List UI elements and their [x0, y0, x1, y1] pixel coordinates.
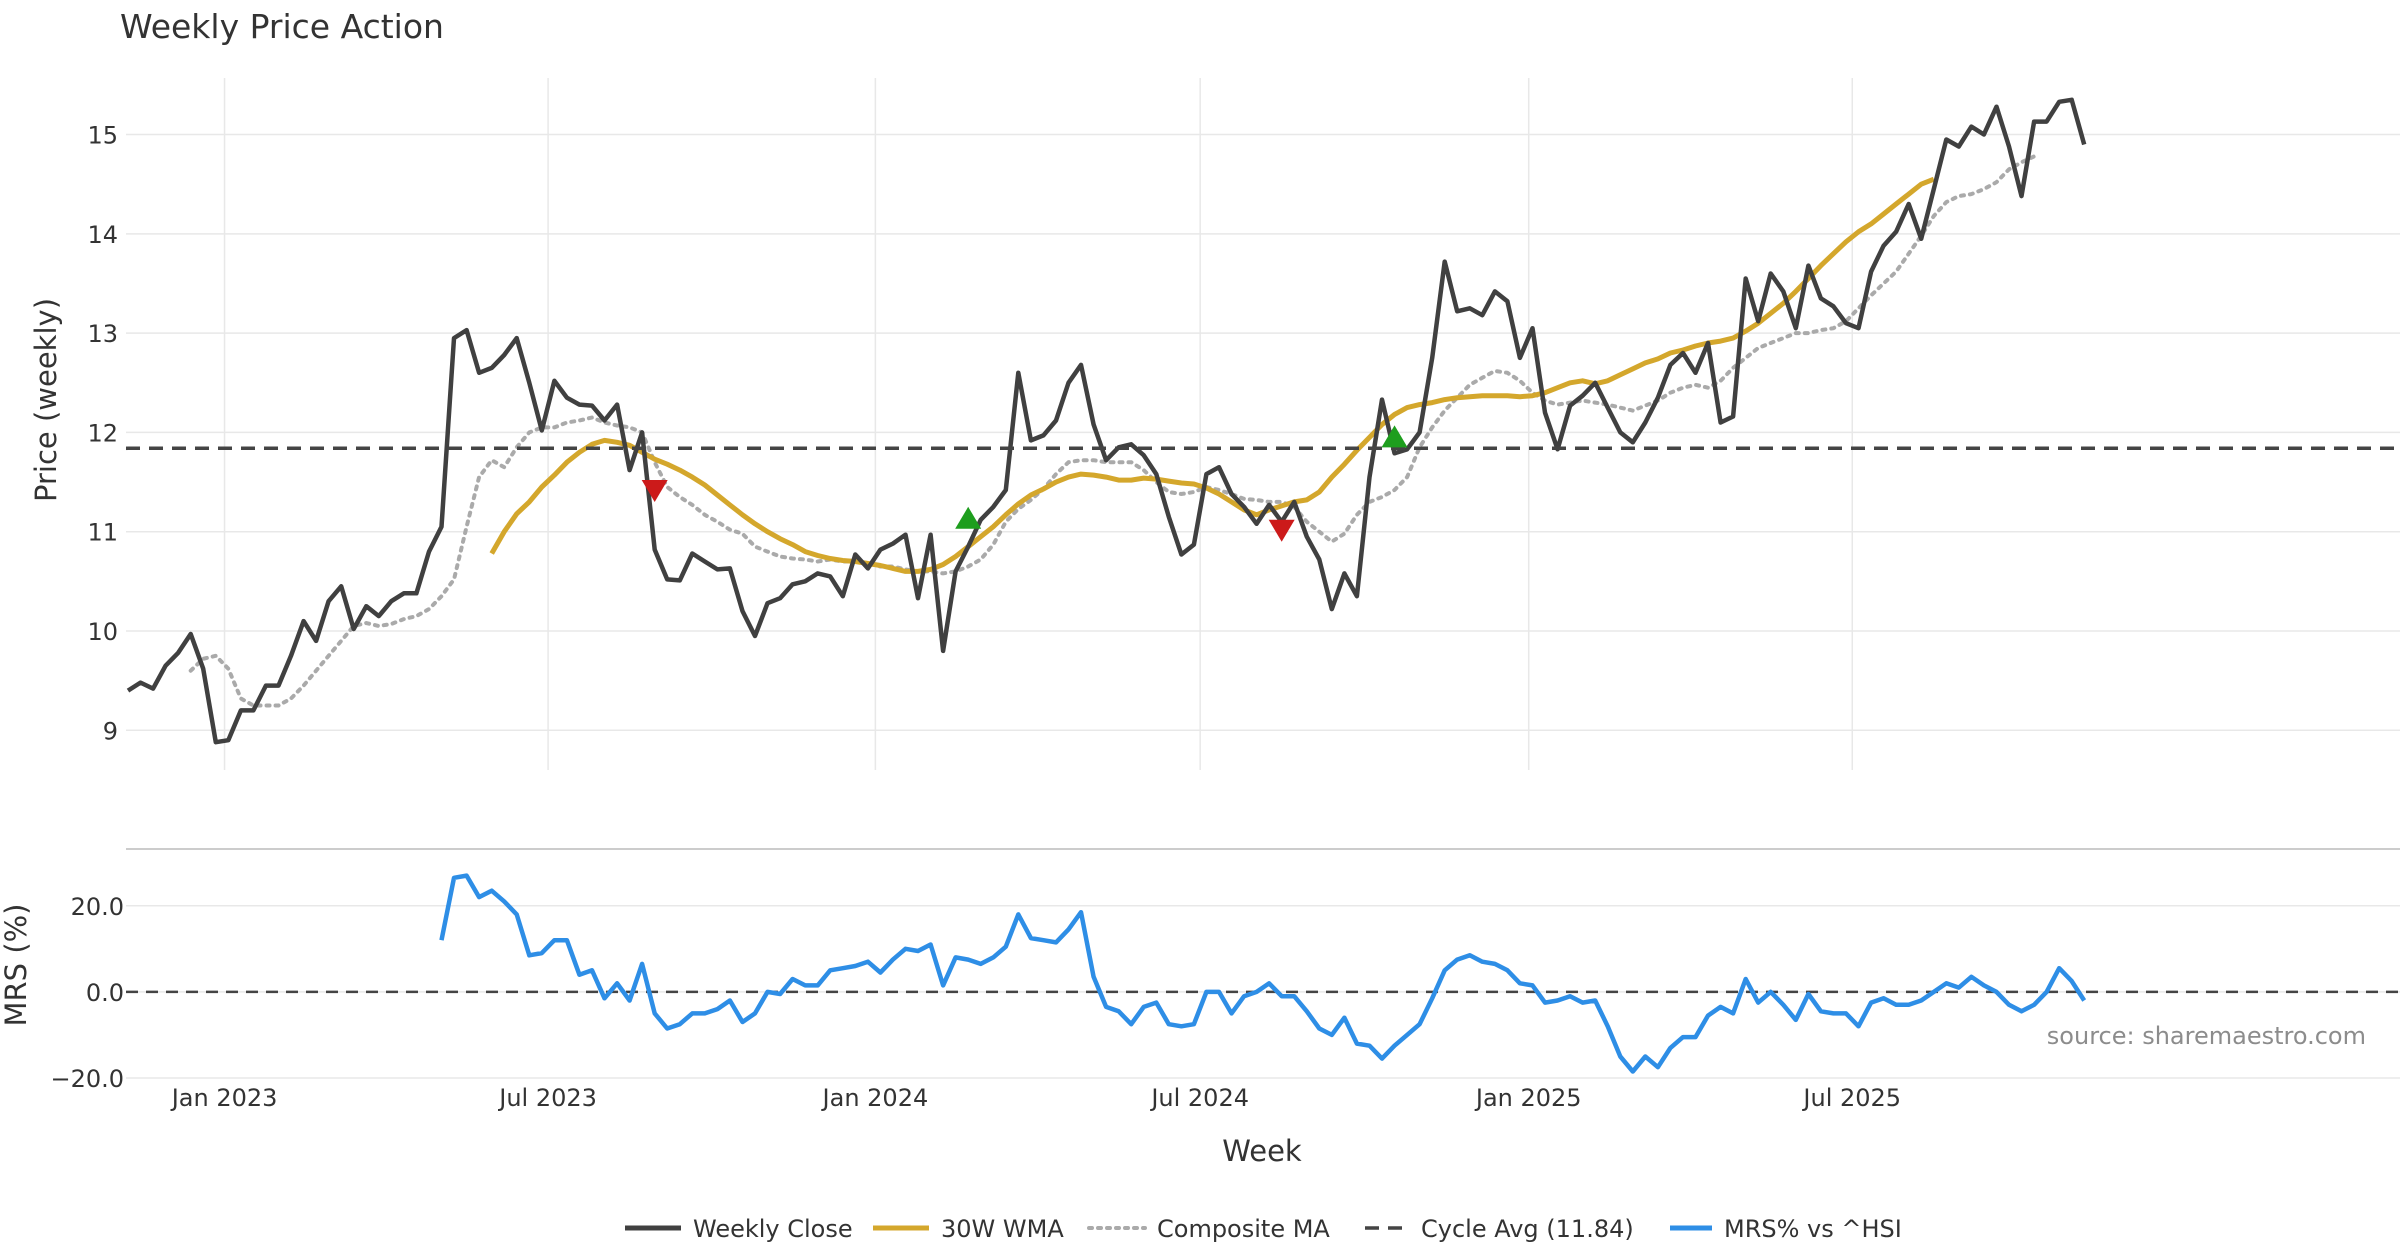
price-y-tick-label: 15 [87, 122, 118, 150]
mrs-y-tick-label: −20.0 [50, 1065, 124, 1093]
mrs-y-tick-label: 20.0 [71, 893, 124, 921]
wma-30w-line [489, 176, 1935, 574]
x-tick-label: Jan 2023 [170, 1084, 278, 1112]
sell-signal-marker [1268, 519, 1295, 542]
chart-title: Weekly Price Action [120, 7, 444, 46]
weekly-close-line [126, 97, 2087, 745]
buy-signal-marker [955, 506, 982, 529]
x-tick-label: Jan 2025 [1474, 1084, 1582, 1112]
price-y-tick-label: 10 [87, 618, 118, 646]
price-y-tick-label: 12 [87, 419, 118, 447]
legend-wma-label[interactable]: 30W WMA [941, 1215, 1064, 1243]
legend-composite-label[interactable]: Composite MA [1157, 1215, 1330, 1243]
mrs-y-tick-label: 0.0 [86, 979, 124, 1007]
mrs-line [439, 873, 2087, 1074]
x-tick-label: Jul 2023 [497, 1084, 597, 1112]
legend-mrs-label[interactable]: MRS% vs ^HSI [1724, 1215, 1902, 1243]
legend: Weekly Close 30W WMA Composite MA Cycle … [625, 1215, 1902, 1243]
x-axis-label: Week [1222, 1134, 1302, 1168]
composite-ma-line [188, 154, 2037, 708]
x-tick-label: Jul 2025 [1801, 1084, 1901, 1112]
price-y-tick-label: 13 [87, 320, 118, 348]
sell-signal-marker [641, 480, 668, 502]
price-y-tick-label: 9 [103, 717, 118, 745]
buy-signal-marker [1381, 425, 1408, 448]
legend-weekly-close-label[interactable]: Weekly Close [693, 1215, 853, 1243]
price-y-axis-label: Price (weekly) [29, 298, 63, 502]
mrs-panel: 20.0 0.0 −20.0 [50, 873, 2400, 1093]
price-y-tick-label: 14 [87, 221, 118, 249]
source-annotation: source: sharemaestro.com [2047, 1022, 2366, 1050]
price-y-tick-label: 11 [87, 519, 118, 547]
price-panel: 9 10 11 12 13 14 15 [87, 78, 2400, 770]
x-tick-label: Jan 2024 [821, 1084, 929, 1112]
mrs-y-axis-label: MRS (%) [0, 904, 33, 1027]
x-tick-label: Jul 2024 [1149, 1084, 1249, 1112]
legend-cycle-label[interactable]: Cycle Avg (11.84) [1421, 1215, 1634, 1243]
